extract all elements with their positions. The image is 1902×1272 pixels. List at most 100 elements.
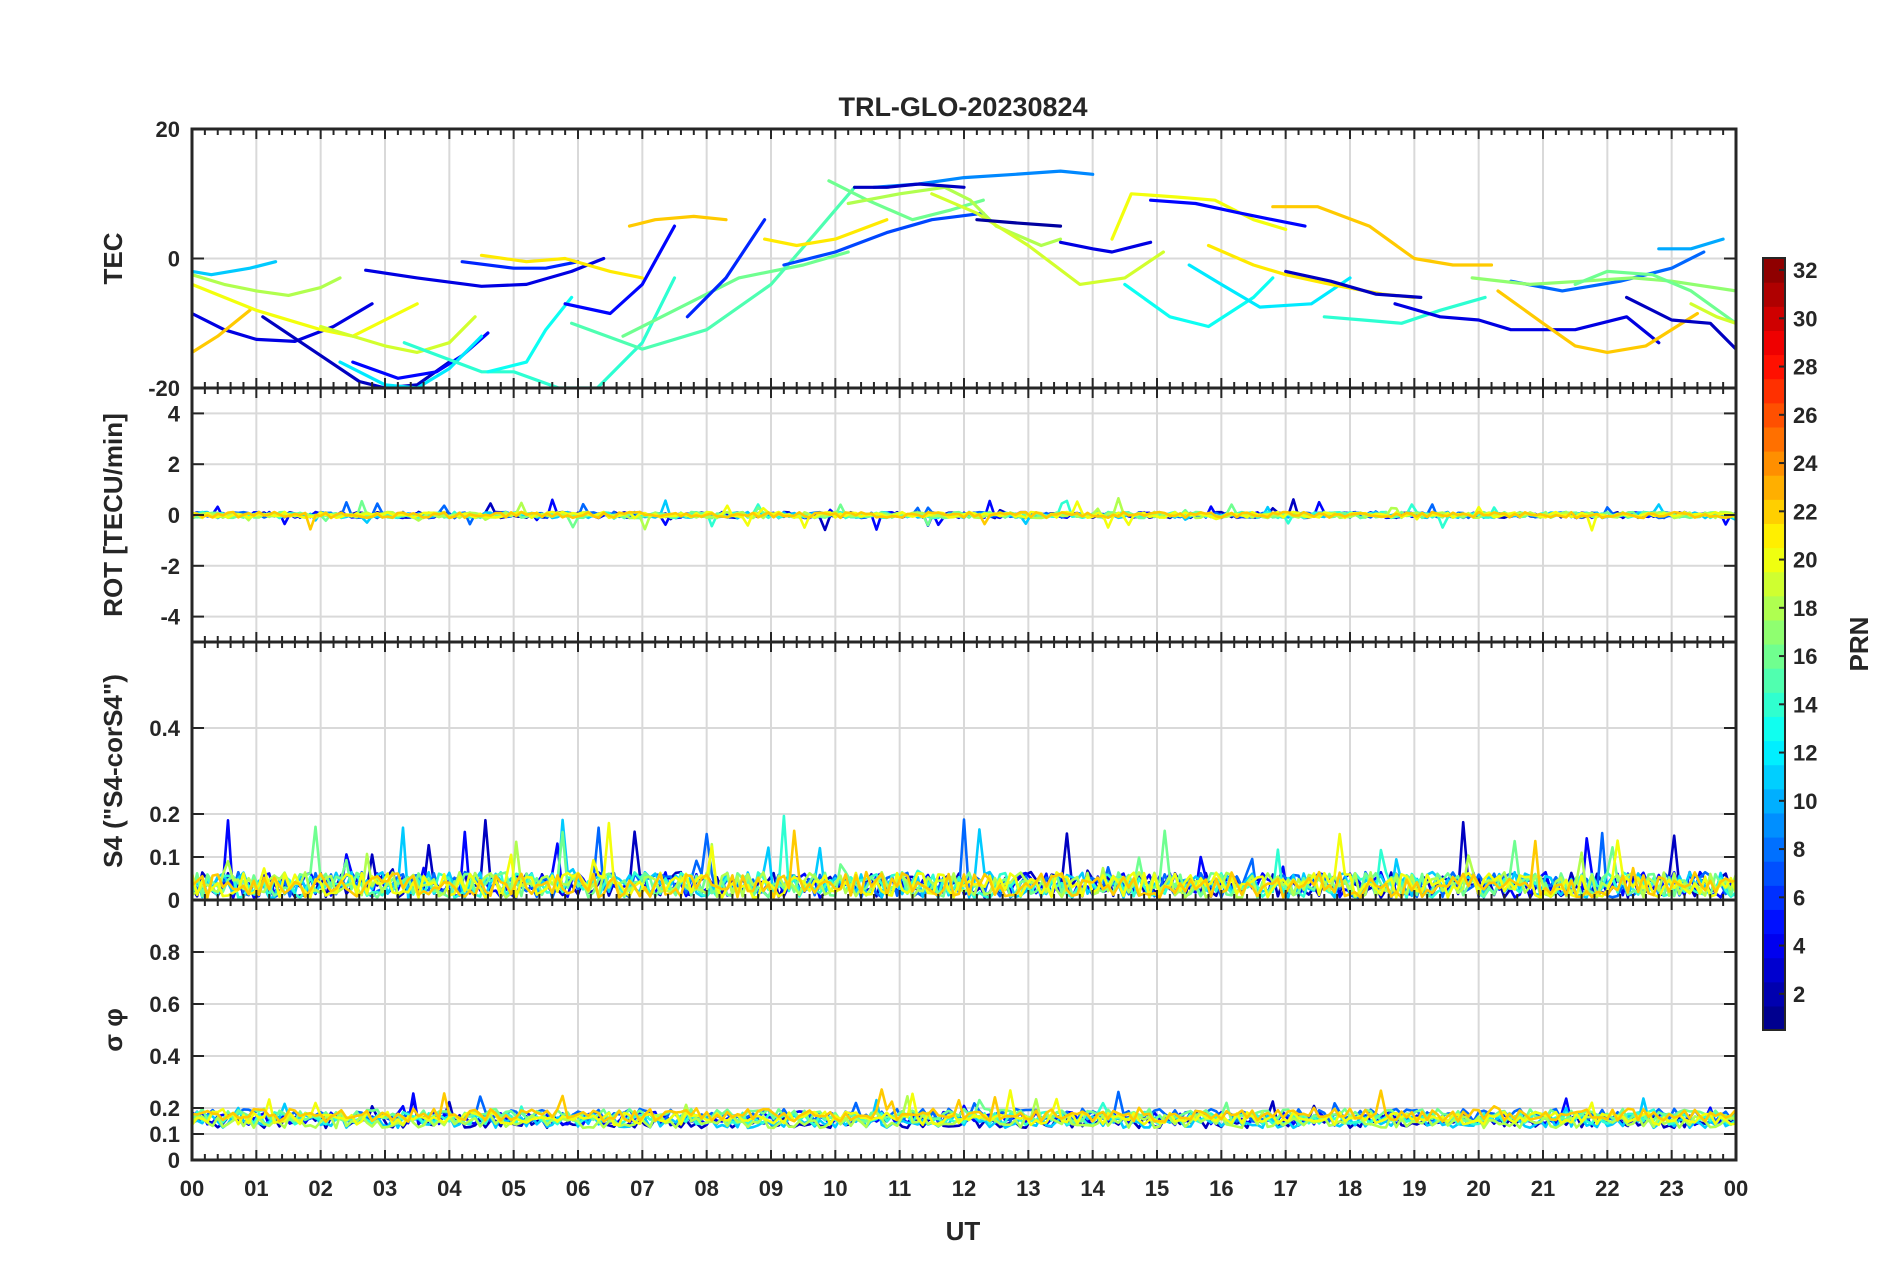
colorbar-tick-label: 18 <box>1793 596 1817 621</box>
colorbar-segment <box>1763 812 1785 838</box>
colorbar-segment <box>1763 523 1785 549</box>
colorbar-segment <box>1763 764 1785 790</box>
y-tick-label: 0.4 <box>149 716 180 741</box>
colorbar-tick-label: 6 <box>1793 885 1805 910</box>
y-tick-label: 20 <box>156 117 180 142</box>
colorbar-segment <box>1763 1005 1785 1031</box>
colorbar-segment <box>1763 258 1785 283</box>
tec-series-prn3 <box>852 182 966 189</box>
colorbar-tick-label: 24 <box>1793 451 1818 476</box>
tec-series-prn22 <box>192 308 252 354</box>
y-axis-label-rot: ROT [TECU/min] <box>98 413 128 617</box>
tec-series-prn18 <box>846 185 1063 248</box>
x-tick-label: 00 <box>180 1176 204 1201</box>
tec-series-prn21 <box>1206 243 1416 299</box>
x-tick-label: 06 <box>566 1176 590 1201</box>
x-tick-label: 21 <box>1531 1176 1555 1201</box>
tec-series-prn15 <box>569 185 857 351</box>
colorbar-segment <box>1763 885 1785 910</box>
tec-series-prn3 <box>1284 269 1423 299</box>
colorbar-segment <box>1763 330 1785 356</box>
colorbar-segment <box>1763 981 1785 1007</box>
tec-series-prn14 <box>402 276 677 388</box>
colorbar-tick-label: 14 <box>1793 692 1818 717</box>
y-tick-label: 0.2 <box>149 1096 180 1121</box>
sigma-series-prn22 <box>192 1088 1736 1123</box>
x-tick-label: 15 <box>1145 1176 1169 1201</box>
sigma-series-prn14 <box>192 1101 1736 1127</box>
x-tick-label: 03 <box>373 1176 397 1201</box>
tec-series-prn11 <box>192 260 278 277</box>
data-layer <box>192 1088 1736 1130</box>
tec-series-prn16 <box>621 250 850 338</box>
y-tick-label: 0.4 <box>149 1044 180 1069</box>
tec-series-prn12 <box>338 334 484 388</box>
tec-series-prn18 <box>192 273 342 297</box>
panel-rot: -4 -2 0 2 4 ROT [TECU/min] <box>98 386 1738 644</box>
x-tick-labels: 00 01 02 03 04 05 06 07 08 09 10 11 12 13 14 15 16 17 18 19… <box>180 1176 1748 1201</box>
colorbar-segment <box>1763 740 1785 766</box>
colorbar-segment <box>1763 475 1785 500</box>
colorbar-segment <box>1763 716 1785 742</box>
x-tick-label: 02 <box>308 1176 332 1201</box>
colorbar-segment <box>1763 788 1785 814</box>
x-tick-label: 17 <box>1273 1176 1297 1201</box>
x-tick-label: 23 <box>1659 1176 1683 1201</box>
chart-title: TRL-GLO-20230824 <box>838 92 1087 122</box>
colorbar-tick-label: 8 <box>1793 837 1805 862</box>
panel-tec: -20 0 20 TEC <box>98 117 1738 401</box>
tec-series-prn3 <box>1624 295 1736 351</box>
tec-series-prn19 <box>930 192 1166 286</box>
colorbar-segment <box>1763 909 1785 935</box>
x-axis-label: UT <box>946 1216 981 1246</box>
colorbar-segment <box>1763 837 1785 862</box>
s4-series-prn8 <box>192 818 1736 900</box>
colorbar-segment <box>1763 619 1785 645</box>
colorbar-frame <box>1762 257 1786 1031</box>
y-tick-label: 2 <box>168 452 180 477</box>
y-tick-label: 0 <box>168 888 180 913</box>
colorbar-tick-label: 2 <box>1793 982 1805 1007</box>
tec-series-prn19 <box>1689 302 1736 325</box>
colorbar-tick-label: 10 <box>1793 789 1817 814</box>
x-tick-label: 10 <box>823 1176 847 1201</box>
y-tick-label: 0 <box>168 247 180 272</box>
tec-series-prn7 <box>782 211 985 267</box>
colorbar-tick-label: 12 <box>1793 741 1817 766</box>
tec-series-prn22 <box>627 214 728 228</box>
colorbar-segment <box>1763 306 1785 331</box>
colorbar-segment <box>1763 499 1785 524</box>
colorbar-segment <box>1763 644 1785 669</box>
colorbar-tick-label: 16 <box>1793 644 1817 669</box>
colorbar-tick-label: 20 <box>1793 548 1817 573</box>
tec-series-prn5 <box>351 331 490 380</box>
tec-series-prn19 <box>319 315 477 354</box>
y-axis-label-tec: TEC <box>98 232 128 284</box>
tec-series-prn5 <box>563 224 677 316</box>
tec-series-prn21 <box>762 218 889 248</box>
colorbar-tick-label: 28 <box>1793 355 1817 380</box>
x-tick-label: 18 <box>1338 1176 1362 1201</box>
colorbar-segment <box>1763 402 1785 428</box>
tec-series-prn14 <box>1322 295 1487 325</box>
x-tick-label: 12 <box>952 1176 976 1201</box>
colorbar-tick-label: 4 <box>1793 934 1806 959</box>
x-tick-label: 01 <box>244 1176 268 1201</box>
x-tick-label: 13 <box>1016 1176 1040 1201</box>
tec-series-prn17 <box>1470 276 1736 293</box>
colorbar-segment <box>1763 668 1785 693</box>
y-tick-label: 4 <box>168 401 181 426</box>
y-tick-label: 0.1 <box>149 1122 180 1147</box>
colorbar-segment <box>1763 692 1785 717</box>
tec-series-prn20 <box>1110 192 1288 241</box>
x-tick-label: 04 <box>437 1176 462 1201</box>
colorbar-segment <box>1763 571 1785 597</box>
y-tick-label: 0.8 <box>149 940 180 965</box>
tec-series-prn8 <box>1509 250 1706 293</box>
x-tick-label: 09 <box>759 1176 783 1201</box>
colorbar-segment <box>1763 933 1785 959</box>
s4-series-prn22 <box>192 829 1736 900</box>
y-tick-label: 0.6 <box>149 992 180 1017</box>
x-tick-label: 14 <box>1080 1176 1105 1201</box>
